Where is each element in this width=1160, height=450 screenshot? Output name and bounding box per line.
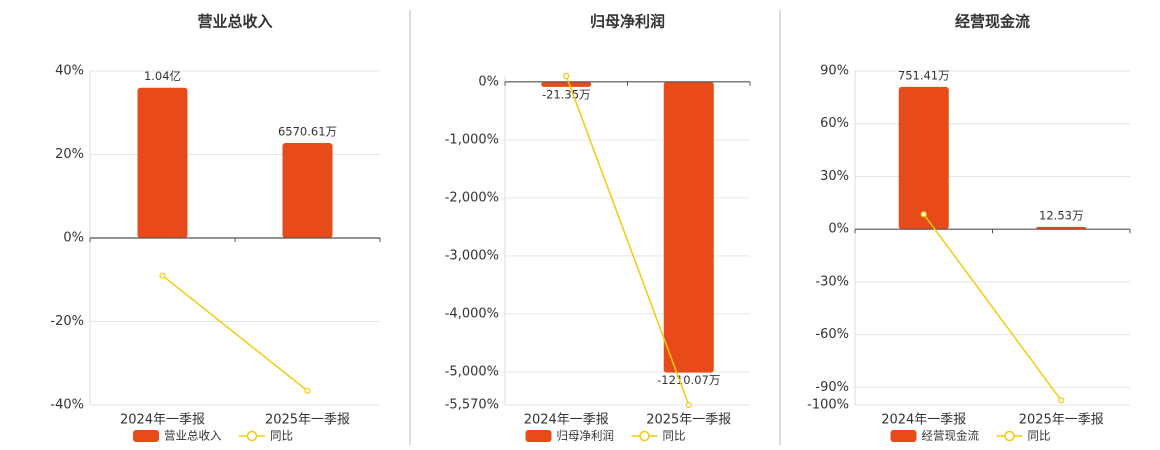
legend-swatch — [133, 430, 159, 442]
legend-point — [1004, 430, 1015, 442]
line — [923, 213, 1062, 401]
y-tick-label: 60% — [820, 116, 849, 131]
bar — [282, 143, 333, 238]
x-tick-label: 2025年一季报 — [1019, 413, 1104, 428]
y-tick-label: 30% — [820, 169, 849, 184]
y-tick-label: 0% — [828, 222, 849, 237]
legend-point — [639, 430, 650, 442]
legend-label: 同比 — [663, 429, 686, 443]
bar — [137, 87, 188, 238]
y-tick-label: -40% — [50, 398, 84, 413]
value-label: 12.53万 — [1039, 208, 1083, 222]
bar — [898, 86, 949, 230]
legend-swatch — [890, 430, 917, 442]
legend-label: 经营现金流 — [922, 429, 980, 443]
y-tick-label: 0% — [478, 74, 499, 89]
y-tick-label: -5,570% — [445, 398, 499, 413]
y-tick-label: 0% — [63, 231, 84, 246]
value-label: -21.35万 — [542, 87, 591, 101]
legend-label: 归母净利润 — [557, 429, 615, 443]
y-tick-label: -5,000% — [445, 364, 499, 379]
value-label: 6570.61万 — [278, 125, 337, 139]
bar — [541, 81, 592, 87]
y-tick-label: -3,000% — [445, 248, 499, 263]
y-tick-label: -30% — [815, 274, 849, 289]
y-tick-label: 20% — [55, 147, 84, 162]
y-tick-label: -2,000% — [445, 190, 499, 205]
y-tick-label: 40% — [55, 64, 84, 79]
legend-swatch — [525, 430, 552, 442]
y-tick-label: 90% — [820, 64, 849, 79]
y-tick-label: -20% — [50, 314, 84, 329]
x-tick-label: 2025年一季报 — [646, 413, 731, 428]
x-tick-label: 2024年一季报 — [881, 413, 966, 428]
line-point — [563, 72, 570, 80]
value-label: -1210.07万 — [657, 373, 720, 387]
bar — [663, 81, 714, 373]
line — [162, 274, 308, 392]
x-tick-label: 2024年一季报 — [120, 413, 205, 428]
value-label: 1.04亿 — [144, 69, 181, 83]
y-tick-label: -90% — [815, 380, 849, 395]
line-point — [304, 387, 311, 394]
x-tick-label: 2024年一季报 — [524, 413, 609, 428]
line-point — [159, 272, 166, 279]
y-tick-label: -1,000% — [445, 132, 499, 147]
line-point — [685, 401, 692, 409]
line-point — [1058, 397, 1065, 404]
legend-label: 营业总收入 — [164, 429, 222, 443]
legend-point — [246, 430, 258, 442]
chart-title: 营业总收入 — [197, 13, 272, 31]
x-tick-label: 2025年一季报 — [265, 413, 350, 428]
chart-title: 经营现金流 — [955, 13, 1030, 31]
y-tick-label: -4,000% — [445, 306, 499, 321]
line-point — [920, 211, 927, 218]
legend-label: 同比 — [1028, 429, 1051, 443]
chart-title: 归母净利润 — [590, 13, 665, 31]
value-label: 751.41万 — [898, 68, 950, 82]
legend-label: 同比 — [270, 429, 293, 443]
y-tick-label: -60% — [815, 327, 849, 342]
line — [565, 75, 690, 406]
y-tick-label: -100% — [807, 398, 849, 413]
